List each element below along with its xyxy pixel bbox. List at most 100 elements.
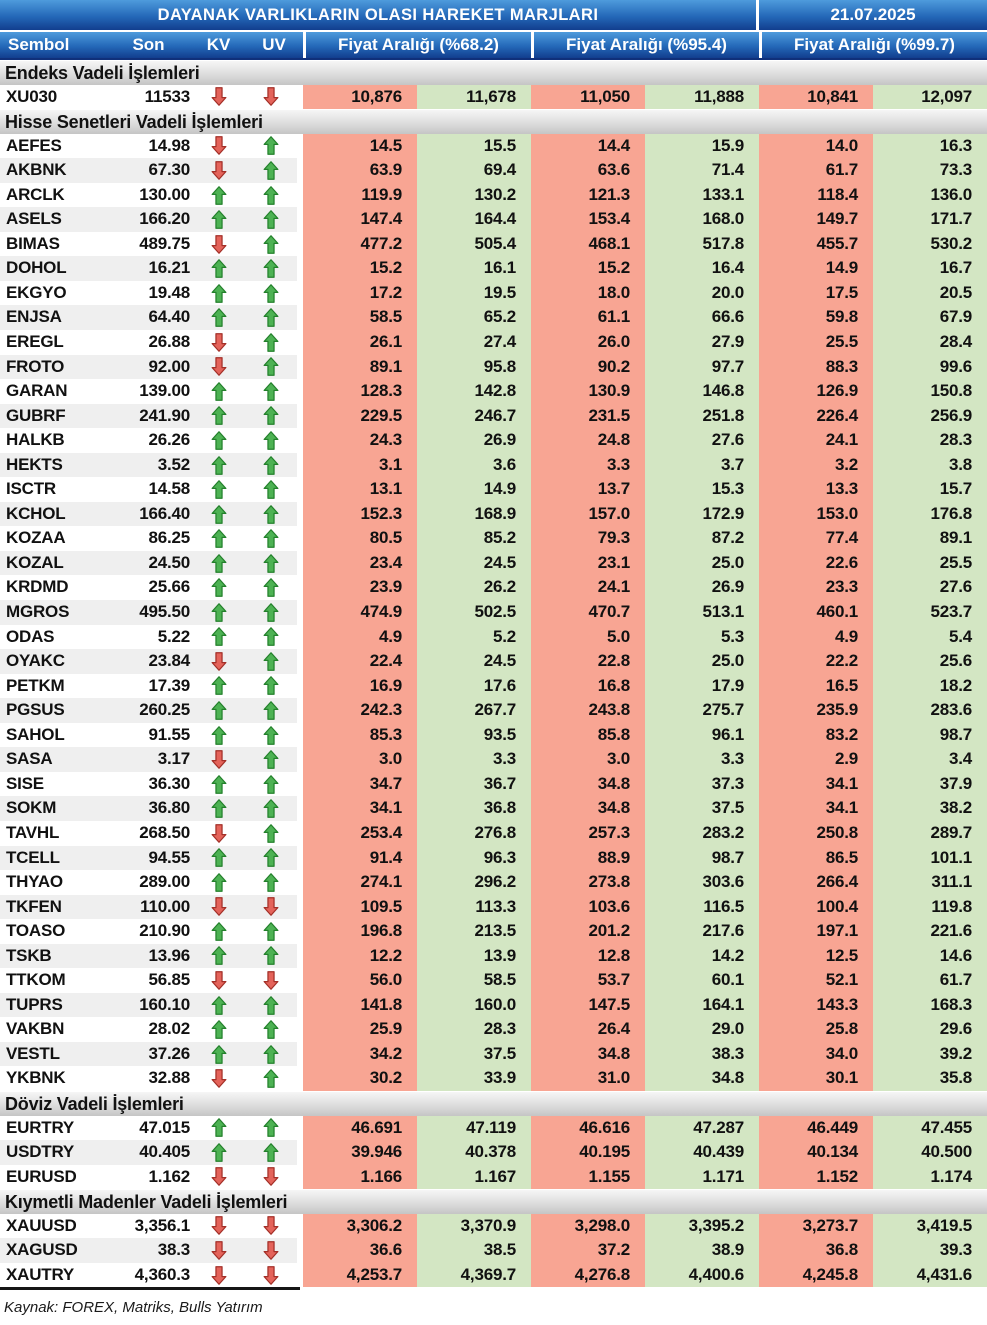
table-row: MGROS 495.50 474.9 502.5 470.7 513.1 460.1 52… — [0, 600, 987, 625]
symbol-cell: THYAO — [6, 872, 63, 892]
uv-trend-cell — [245, 674, 297, 699]
uv-trend-cell — [245, 428, 297, 453]
column-gap — [297, 1041, 303, 1067]
range-low-cell: 128.3 — [303, 379, 417, 404]
table-row: HALKB 26.26 24.3 26.9 24.8 27.6 24.1 28.3 — [0, 428, 987, 453]
range-high-cell: 24.5 — [417, 649, 531, 674]
range-low-cell: 23.3 — [759, 575, 873, 601]
column-gap — [297, 330, 303, 355]
column-gap — [297, 379, 303, 404]
range-low-cell: 266.4 — [759, 870, 873, 895]
kv-trend-cell — [192, 993, 245, 1018]
last-price-cell: 260.25 — [139, 700, 190, 720]
kv-trend-cell — [192, 355, 245, 380]
table-row: GUBRF 241.90 229.5 246.7 231.5 251.8 226.4 25… — [0, 403, 987, 429]
range-low-cell: 130.9 — [531, 379, 645, 404]
range-high-cell: 513.1 — [645, 600, 759, 625]
last-price-cell: 24.50 — [148, 552, 190, 572]
column-gap — [297, 649, 303, 674]
last-price-cell: 3,356.1 — [134, 1215, 191, 1235]
table-row: HEKTS 3.52 3.1 3.6 3.3 3.7 3.2 3.8 — [0, 452, 987, 478]
kv-up-arrow-icon — [211, 946, 226, 966]
kv-down-arrow-icon — [211, 1216, 226, 1236]
uv-up-arrow-icon — [263, 946, 279, 966]
column-gap — [297, 158, 303, 183]
uv-up-arrow-icon — [263, 701, 279, 720]
kv-up-arrow-icon — [211, 529, 226, 549]
range-high-cell: 15.5 — [417, 133, 531, 159]
last-price-cell: 289.00 — [139, 872, 190, 892]
uv-up-arrow-icon — [263, 922, 279, 941]
range-high-cell: 65.2 — [417, 305, 531, 331]
table-row: GARAN 139.00 128.3 142.8 130.9 146.8 126.9 15… — [0, 379, 987, 404]
uv-up-arrow-icon — [263, 136, 279, 156]
range-high-cell: 98.7 — [873, 722, 987, 748]
kv-down-arrow-icon — [211, 161, 226, 180]
table-row: EURTRY 47.015 46.691 47.119 46.616 47.287 46… — [0, 1115, 987, 1141]
range-low-cell: 14.0 — [759, 133, 873, 159]
symbol-cell: XU030 — [6, 86, 57, 106]
symbol-cell: TCELL — [6, 847, 60, 867]
range-high-cell: 4,400.6 — [645, 1262, 759, 1288]
uv-up-arrow-icon — [263, 1020, 279, 1039]
symbol-cell: SASA — [6, 749, 53, 769]
range-low-cell: 26.0 — [531, 330, 645, 355]
kv-up-arrow-icon — [211, 774, 226, 794]
column-gap — [297, 992, 303, 1018]
range-high-cell: 40.378 — [417, 1140, 531, 1165]
symbol-cell: TTKOM — [6, 970, 66, 990]
uv-up-arrow-icon — [263, 1044, 279, 1064]
range-low-cell: 253.4 — [303, 820, 417, 846]
symbol-cell: ISCTR — [6, 479, 57, 499]
range-high-cell: 168.9 — [417, 501, 531, 527]
range-low-cell: 121.3 — [531, 182, 645, 208]
column-gap — [297, 84, 303, 110]
range-high-cell: 171.7 — [873, 207, 987, 232]
range-low-cell: 17.2 — [303, 280, 417, 306]
column-gap — [297, 354, 303, 380]
range-low-cell: 11,050 — [531, 84, 645, 110]
uv-trend-cell — [245, 846, 297, 871]
range-high-cell: 1.171 — [645, 1164, 759, 1190]
uv-up-arrow-icon — [263, 382, 279, 401]
symbol-cell: ASELS — [6, 209, 62, 229]
range-high-cell: 15.7 — [873, 477, 987, 502]
kv-trend-cell — [192, 134, 245, 159]
symbol-cell: EURTRY — [6, 1117, 75, 1137]
table-row: YKBNK 32.88 30.2 33.9 31.0 34.8 30.1 35.8 — [0, 1066, 987, 1091]
range-low-cell: 59.8 — [759, 305, 873, 331]
uv-up-arrow-icon — [263, 357, 279, 377]
last-price-cell: 110.00 — [140, 896, 190, 916]
kv-trend-cell — [192, 379, 245, 404]
range-low-cell: 58.5 — [303, 305, 417, 331]
kv-down-arrow-icon — [211, 136, 226, 156]
kv-trend-cell — [192, 625, 245, 650]
range-high-cell: 164.4 — [417, 207, 531, 232]
range-high-cell: 16.3 — [873, 133, 987, 159]
range-high-cell: 267.7 — [417, 698, 531, 723]
last-price-cell: 47.015 — [139, 1117, 190, 1137]
range-high-cell: 3.3 — [417, 747, 531, 772]
range-high-cell: 130.2 — [417, 182, 531, 208]
range-high-cell: 34.8 — [645, 1066, 759, 1091]
range-high-cell: 60.1 — [645, 968, 759, 993]
kv-trend-cell — [192, 453, 245, 478]
table-row: XAUTRY 4,360.3 4,253.7 4,369.7 4,276.8 4,40… — [0, 1262, 987, 1288]
range-low-cell: 86.5 — [759, 845, 873, 871]
range-high-cell: 27.4 — [417, 330, 531, 355]
kv-trend-cell — [192, 821, 245, 846]
symbol-cell: ENJSA — [6, 307, 62, 327]
range-low-cell: 3.0 — [531, 747, 645, 772]
range-high-cell: 14.6 — [873, 943, 987, 969]
range-high-cell: 58.5 — [417, 968, 531, 993]
kv-trend-cell — [192, 674, 245, 699]
col-header-uv: UV — [262, 35, 286, 54]
range-low-cell: 229.5 — [303, 403, 417, 429]
uv-trend-cell — [245, 1017, 297, 1042]
table-row: KCHOL 166.40 152.3 168.9 157.0 172.9 153.0 17… — [0, 501, 987, 527]
range-low-cell: 24.1 — [531, 575, 645, 601]
range-low-cell: 3,306.2 — [303, 1213, 417, 1239]
last-price-cell: 16.21 — [148, 258, 190, 278]
symbol-cell: USDTRY — [6, 1142, 75, 1162]
table-row: KOZAL 24.50 23.4 24.5 23.1 25.0 22.6 25.5 — [0, 550, 987, 576]
